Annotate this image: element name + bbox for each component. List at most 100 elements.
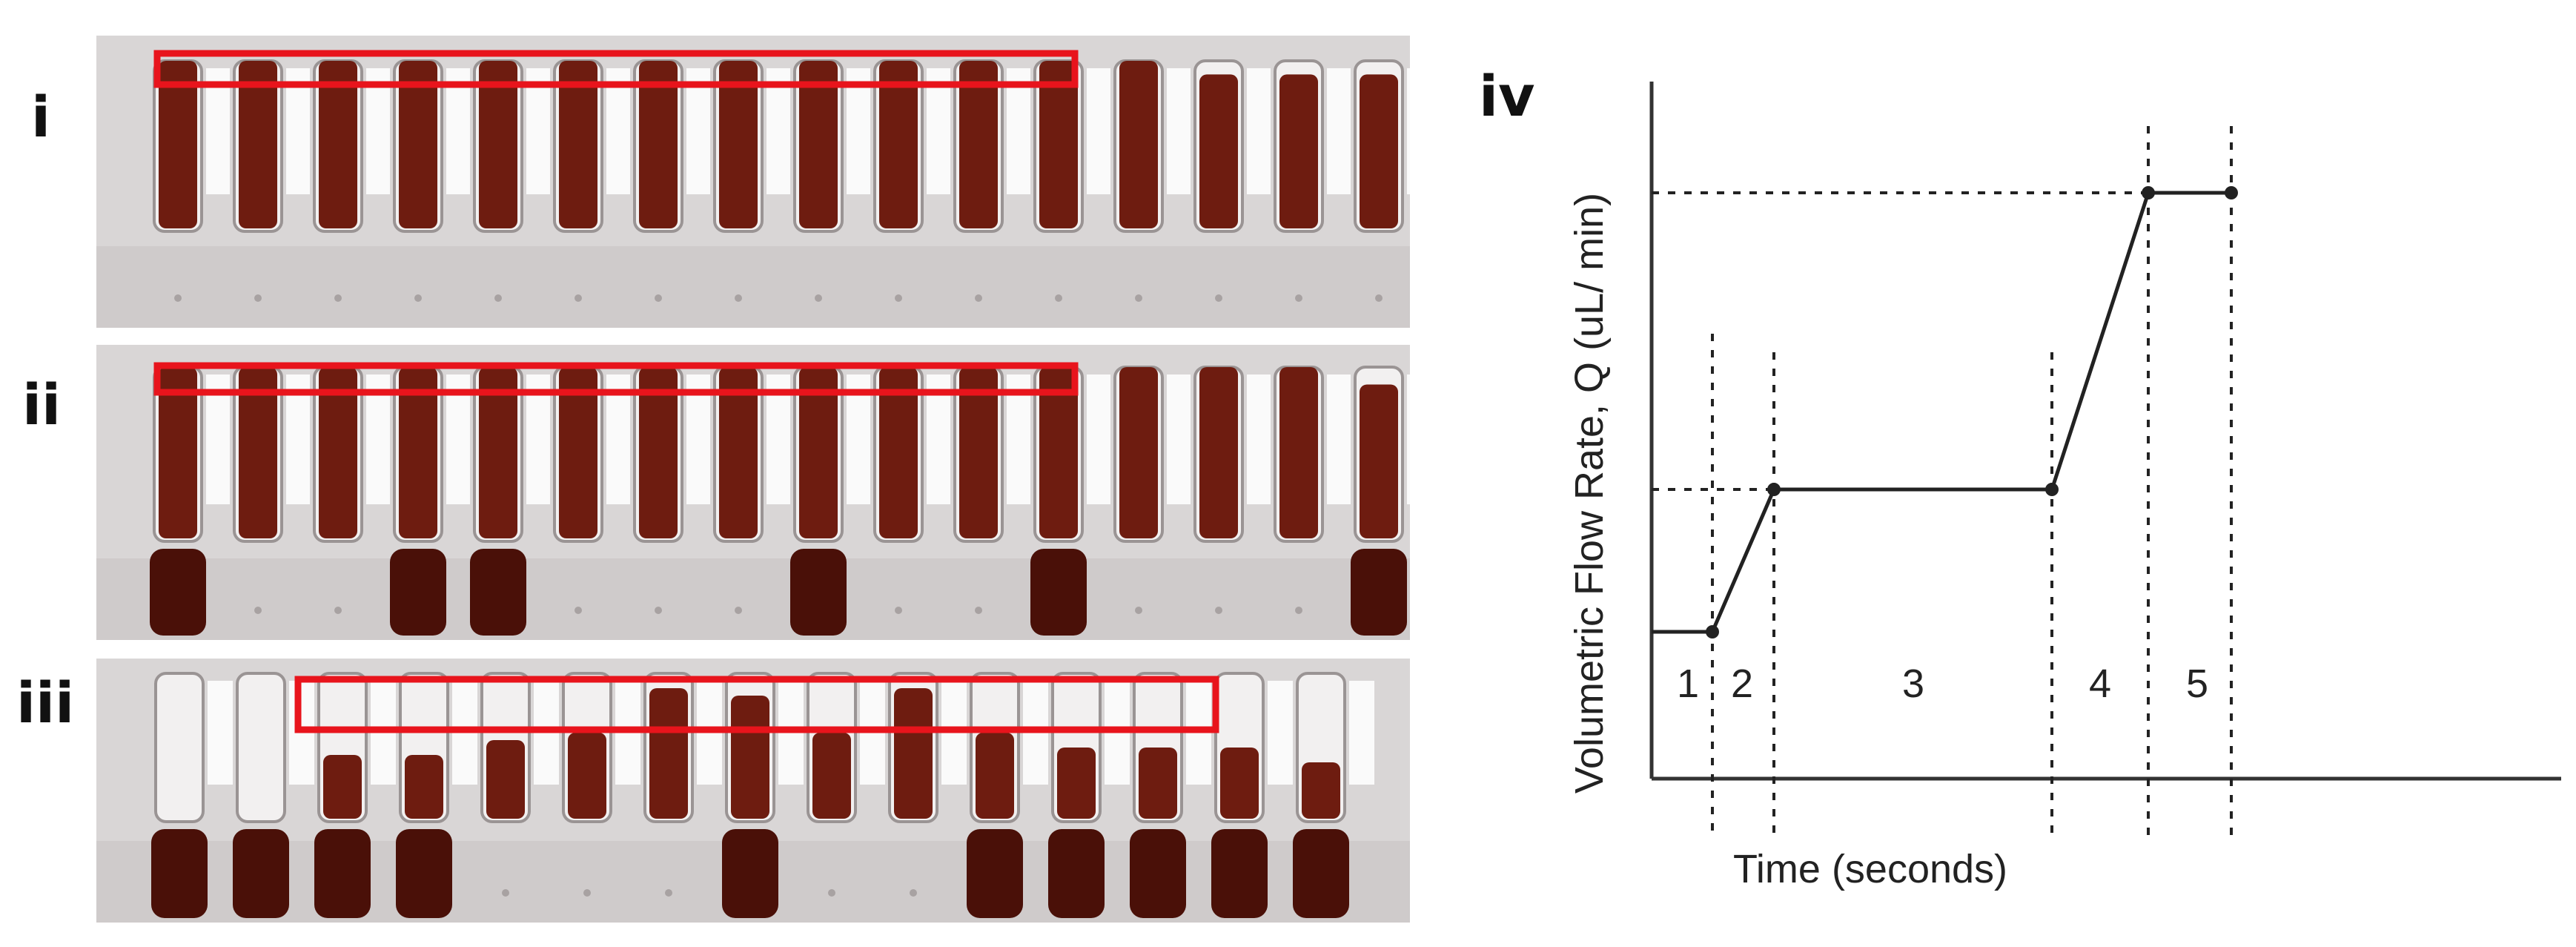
outlet-dot-i-11 bbox=[1055, 294, 1062, 302]
blood-fill-i-8 bbox=[799, 61, 838, 228]
chip-photo-ii bbox=[96, 345, 1410, 640]
channel-wall-ii-6 bbox=[686, 374, 710, 504]
x-axis-label: Time (seconds) bbox=[1733, 847, 2007, 891]
outlet-dot-ii-14 bbox=[1295, 607, 1302, 614]
outlet-dot-i-8 bbox=[815, 294, 822, 302]
outlet-dot-iii-4 bbox=[502, 889, 509, 897]
channel-iii-0 bbox=[154, 672, 205, 823]
blood-fill-ii-9 bbox=[879, 367, 918, 538]
region-label-4: 4 bbox=[2089, 661, 2111, 706]
channel-wall-i-3 bbox=[446, 68, 470, 194]
blood-fill-iii-8 bbox=[812, 733, 851, 819]
blood-drop-iii-14 bbox=[1293, 829, 1349, 918]
blood-fill-ii-10 bbox=[959, 367, 998, 538]
panel-label-ii: ii bbox=[22, 372, 62, 438]
blood-fill-i-13 bbox=[1199, 74, 1238, 229]
blood-drop-ii-0 bbox=[150, 549, 206, 636]
outlet-dot-i-3 bbox=[414, 294, 422, 302]
chip-photo-i bbox=[96, 36, 1410, 328]
channel-wall-ii-3 bbox=[446, 374, 470, 504]
channel-wall-ii-2 bbox=[366, 374, 390, 504]
blood-fill-iii-3 bbox=[405, 755, 443, 819]
blood-fill-ii-6 bbox=[639, 367, 678, 538]
blood-drop-iii-2 bbox=[314, 829, 371, 918]
channel-wall-i-12 bbox=[1167, 68, 1191, 194]
panel-label-iv: iv bbox=[1479, 63, 1535, 129]
blood-fill-i-1 bbox=[239, 61, 277, 228]
blood-fill-i-3 bbox=[399, 61, 437, 228]
blood-fill-i-6 bbox=[639, 61, 678, 228]
blood-fill-ii-0 bbox=[159, 367, 197, 538]
flow-rate-svg: 1 2 3 4 5 Volumetric Flow Rate, Q (uL/ m… bbox=[1567, 82, 2561, 891]
channel-wall-i-13 bbox=[1247, 68, 1271, 194]
blood-fill-iii-7 bbox=[731, 696, 769, 819]
blood-drop-iii-1 bbox=[233, 829, 289, 918]
blood-drop-iii-7 bbox=[722, 829, 778, 918]
highlight-box-iii bbox=[294, 676, 1219, 733]
blood-fill-i-9 bbox=[879, 61, 918, 228]
channel-wall-i-5 bbox=[606, 68, 630, 194]
profile-point-1 bbox=[1706, 625, 1719, 639]
outlet-dot-i-13 bbox=[1215, 294, 1222, 302]
outlet-dot-i-10 bbox=[975, 294, 982, 302]
blood-fill-i-5 bbox=[559, 61, 597, 228]
blood-fill-iii-6 bbox=[649, 688, 688, 819]
blood-fill-i-0 bbox=[159, 61, 197, 228]
photo-panel-ii bbox=[96, 345, 1410, 640]
channel-wall-i-1 bbox=[286, 68, 310, 194]
blood-drop-ii-3 bbox=[390, 549, 446, 636]
y-axis-label: Volumetric Flow Rate, Q (uL/ min) bbox=[1567, 193, 1612, 793]
blood-fill-i-14 bbox=[1279, 74, 1318, 229]
outlet-dot-i-5 bbox=[575, 294, 582, 302]
blood-fill-ii-12 bbox=[1119, 367, 1158, 538]
channel-wall-i-4 bbox=[526, 68, 550, 194]
blood-fill-ii-8 bbox=[799, 367, 838, 538]
profile-point-5 bbox=[2225, 186, 2238, 199]
photo-panel-i bbox=[96, 36, 1410, 328]
blood-fill-i-12 bbox=[1119, 61, 1158, 228]
outlet-dot-i-14 bbox=[1295, 294, 1302, 302]
blood-fill-iii-9 bbox=[894, 688, 933, 819]
blood-fill-ii-11 bbox=[1039, 367, 1078, 538]
region-label-1: 1 bbox=[1677, 661, 1699, 706]
channel-wall-ii-1 bbox=[286, 374, 310, 504]
channel-wall-ii-5 bbox=[606, 374, 630, 504]
outlet-dot-i-4 bbox=[494, 294, 502, 302]
blood-drop-iii-0 bbox=[151, 829, 208, 918]
blood-fill-ii-7 bbox=[719, 367, 758, 538]
blood-fill-iii-5 bbox=[568, 733, 606, 819]
channel-wall-iii-14 bbox=[1349, 681, 1374, 785]
channel-wall-ii-4 bbox=[526, 374, 550, 504]
channel-wall-ii-14 bbox=[1327, 374, 1351, 504]
outlet-dot-i-9 bbox=[895, 294, 902, 302]
blood-drop-ii-11 bbox=[1030, 549, 1087, 636]
outlet-dot-iii-6 bbox=[665, 889, 672, 897]
channel-wall-ii-11 bbox=[1087, 374, 1110, 504]
blood-fill-i-10 bbox=[959, 61, 998, 228]
outlet-dot-ii-6 bbox=[655, 607, 662, 614]
outlet-dot-ii-2 bbox=[334, 607, 342, 614]
blood-fill-iii-10 bbox=[976, 733, 1014, 819]
outlet-dot-ii-7 bbox=[735, 607, 742, 614]
flow-rate-diagram: 1 2 3 4 5 Volumetric Flow Rate, Q (uL/ m… bbox=[1512, 52, 2565, 942]
channel-wall-i-15 bbox=[1407, 68, 1410, 194]
blood-fill-iii-14 bbox=[1302, 762, 1340, 819]
blood-fill-ii-15 bbox=[1360, 384, 1398, 538]
blood-fill-ii-3 bbox=[399, 367, 437, 538]
channel-wall-i-8 bbox=[847, 68, 870, 194]
channel-wall-i-14 bbox=[1327, 68, 1351, 194]
outlet-dot-ii-10 bbox=[975, 607, 982, 614]
blood-drop-ii-4 bbox=[470, 549, 526, 636]
channel-wall-i-7 bbox=[766, 68, 790, 194]
chip-lower-region bbox=[96, 246, 1410, 328]
blood-fill-iii-13 bbox=[1220, 748, 1259, 819]
outlet-dot-ii-5 bbox=[575, 607, 582, 614]
region-label-2: 2 bbox=[1731, 661, 1753, 706]
channel-wall-ii-8 bbox=[847, 374, 870, 504]
panel-label-iii: iii bbox=[16, 670, 75, 736]
blood-drop-iii-13 bbox=[1211, 829, 1268, 918]
region-label-3: 3 bbox=[1902, 661, 1924, 706]
profile-point-4 bbox=[2142, 186, 2155, 199]
channel-wall-ii-15 bbox=[1407, 374, 1410, 504]
channel-wall-ii-7 bbox=[766, 374, 790, 504]
